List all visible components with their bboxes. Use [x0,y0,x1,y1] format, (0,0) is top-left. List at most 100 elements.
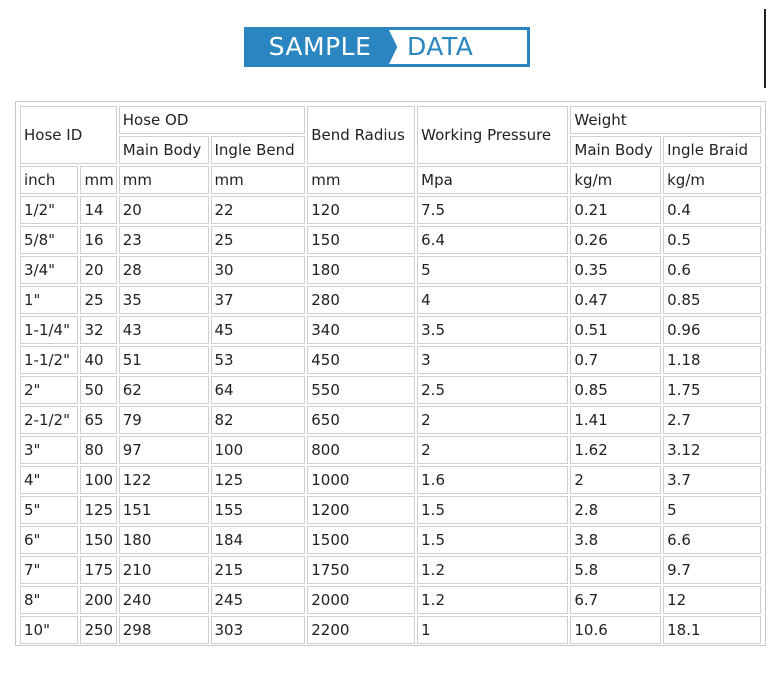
table-cell: 800 [307,436,416,464]
table-cell: 280 [307,286,416,314]
table-cell: 53 [210,346,306,374]
table-cell: 20 [80,256,117,284]
table-cell: 1" [20,286,79,314]
table-cell: 250 [80,616,117,644]
table-cell: 97 [118,436,209,464]
table-cell: 2.7 [663,406,761,434]
table-cell: 0.51 [570,316,662,344]
table-cell: 45 [210,316,306,344]
table-cell: 80 [80,436,117,464]
table-cell: 450 [307,346,416,374]
units-row: inch mm mm mm mm Mpa kg/m kg/m [20,166,761,194]
hose-spec-table: Hose ID Hose OD Bend Radius Working Pres… [18,104,763,646]
table-cell: 14 [80,196,117,224]
table-cell: 50 [80,376,117,404]
table-cell: 184 [210,526,306,554]
table-row: 10" 250 298 303 2200 1 10.6 18.1 [20,616,761,644]
table-row: 5/8" 16 23 25 150 6.4 0.26 0.5 [20,226,761,254]
table-row: 3" 80 97 100 800 2 1.62 3.12 [20,436,761,464]
header-working-pressure: Working Pressure [417,106,569,164]
table-cell: 3" [20,436,79,464]
unit-cell: mm [80,166,117,194]
table-cell: 550 [307,376,416,404]
table-cell: 245 [210,586,306,614]
table-cell: 18.1 [663,616,761,644]
banner-data-text: DATA [407,32,474,61]
table-cell: 62 [118,376,209,404]
table-row: 5" 125 151 155 1200 1.5 2.8 5 [20,496,761,524]
vertical-divider [764,9,766,88]
table-cell: 215 [210,556,306,584]
spec-table-frame: Hose ID Hose OD Bend Radius Working Pres… [15,101,766,646]
banner-sample-text: SAMPLE [268,32,372,61]
table-cell: 0.85 [570,376,662,404]
table-cell: 4" [20,466,79,494]
table-cell: 0.7 [570,346,662,374]
unit-cell: Mpa [417,166,569,194]
table-cell: 5/8" [20,226,79,254]
table-cell: 25 [210,226,306,254]
table-cell: 122 [118,466,209,494]
table-row: 1-1/4" 32 43 45 340 3.5 0.51 0.96 [20,316,761,344]
table-cell: 3.5 [417,316,569,344]
table-cell: 3.8 [570,526,662,554]
header-weight-main-body: Main Body [570,136,662,164]
table-cell: 22 [210,196,306,224]
table-row: 1/2" 14 20 22 120 7.5 0.21 0.4 [20,196,761,224]
table-cell: 200 [80,586,117,614]
table-cell: 1000 [307,466,416,494]
table-cell: 1/2" [20,196,79,224]
table-row: 2-1/2" 65 79 82 650 2 1.41 2.7 [20,406,761,434]
header-bend-radius: Bend Radius [307,106,416,164]
table-cell: 1.41 [570,406,662,434]
table-cell: 1 [417,616,569,644]
table-cell: 5 [417,256,569,284]
table-cell: 3.12 [663,436,761,464]
table-row: 1-1/2" 40 51 53 450 3 0.7 1.18 [20,346,761,374]
table-cell: 1.62 [570,436,662,464]
table-cell: 340 [307,316,416,344]
unit-cell: mm [118,166,209,194]
table-cell: 37 [210,286,306,314]
unit-cell: mm [307,166,416,194]
table-cell: 35 [118,286,209,314]
table-cell: 16 [80,226,117,254]
unit-cell: inch [20,166,79,194]
header-od-ingle-bend: Ingle Bend [210,136,306,164]
table-cell: 1-1/4" [20,316,79,344]
table-cell: 0.96 [663,316,761,344]
table-cell: 10" [20,616,79,644]
table-row: 3/4" 20 28 30 180 5 0.35 0.6 [20,256,761,284]
table-cell: 0.26 [570,226,662,254]
table-cell: 9.7 [663,556,761,584]
table-cell: 1.2 [417,586,569,614]
table-cell: 2 [417,436,569,464]
table-cell: 79 [118,406,209,434]
table-cell: 65 [80,406,117,434]
banner-data-box: DATA [389,30,527,64]
table-cell: 28 [118,256,209,284]
table-cell: 1200 [307,496,416,524]
table-cell: 1750 [307,556,416,584]
table-cell: 25 [80,286,117,314]
table-cell: 1.2 [417,556,569,584]
table-cell: 151 [118,496,209,524]
header-row-1: Hose ID Hose OD Bend Radius Working Pres… [20,106,761,164]
table-cell: 2 [417,406,569,434]
table-cell: 0.47 [570,286,662,314]
table-cell: 2200 [307,616,416,644]
table-cell: 8" [20,586,79,614]
table-cell: 1-1/2" [20,346,79,374]
header-row-2: Main Body Ingle Bend Main Body Ingle Bra… [20,136,761,164]
table-row: 6" 150 180 184 1500 1.5 3.8 6.6 [20,526,761,554]
table-cell: 7" [20,556,79,584]
table-cell: 64 [210,376,306,404]
table-cell: 100 [210,436,306,464]
table-cell: 180 [118,526,209,554]
table-cell: 3 [417,346,569,374]
table-cell: 120 [307,196,416,224]
table-cell: 650 [307,406,416,434]
table-cell: 32 [80,316,117,344]
table-cell: 6.7 [570,586,662,614]
table-cell: 100 [80,466,117,494]
